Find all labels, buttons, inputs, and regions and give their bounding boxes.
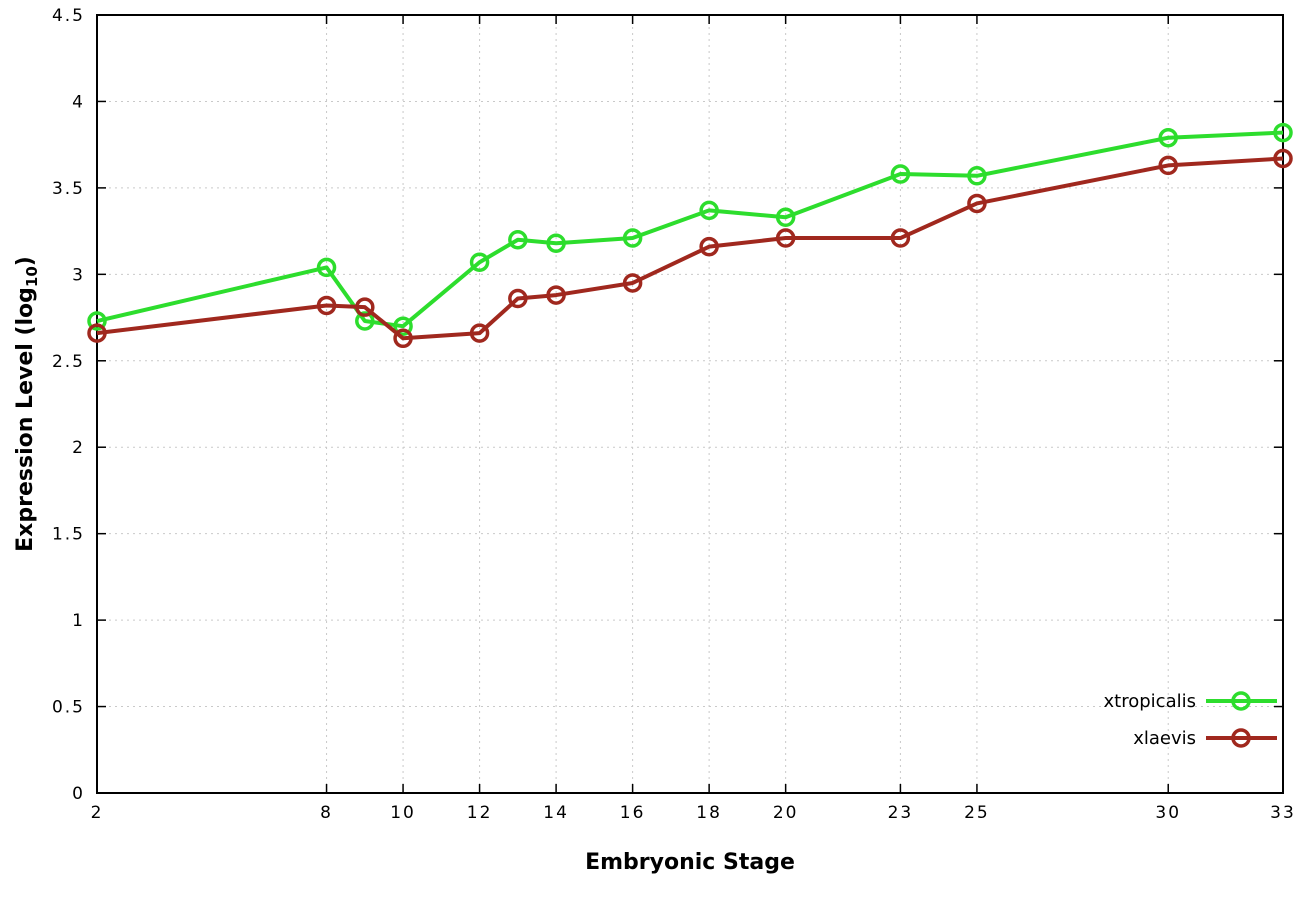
data-point-xtropicalis	[87, 311, 107, 331]
data-point-xtropicalis	[469, 252, 490, 272]
series-line-xtropicalis	[96, 130, 1284, 329]
data-point-xlaevis	[967, 193, 987, 214]
legend-label-xtropicalis: xtropicalis	[1104, 691, 1196, 712]
x-tick-label: 25	[964, 803, 990, 823]
data-point-xtropicalis	[622, 228, 643, 248]
x-tick-label: 8	[320, 803, 333, 823]
series-line-xlaevis	[96, 156, 1284, 341]
y-tick-label: 1.5	[52, 525, 85, 545]
data-point-xtropicalis	[967, 166, 987, 186]
data-point-xlaevis	[87, 323, 107, 343]
data-point-xlaevis	[1158, 155, 1178, 176]
data-point-xtropicalis	[699, 200, 719, 221]
data-point-xlaevis	[316, 295, 337, 316]
y-axis-title-end: )	[12, 256, 38, 267]
data-point-xtropicalis	[1158, 128, 1178, 148]
y-tick-label: 4	[72, 92, 85, 112]
y-tick-label: 2.5	[52, 352, 85, 372]
data-point-xtropicalis	[508, 230, 528, 250]
data-point-xlaevis	[546, 285, 566, 305]
legend-marker-xlaevis	[1231, 728, 1251, 748]
y-tick-label: 2	[72, 438, 85, 458]
y-axis-title: Expression Level (log10)	[13, 256, 41, 552]
data-point-xlaevis	[508, 288, 528, 309]
data-point-xlaevis	[890, 228, 911, 248]
x-tick-label: 18	[696, 803, 722, 823]
data-point-xtropicalis	[355, 311, 375, 331]
data-point-xtropicalis	[775, 207, 796, 228]
y-tick-label: 3	[72, 265, 85, 285]
x-tick-label: 14	[543, 803, 569, 823]
data-point-xtropicalis	[1273, 122, 1293, 143]
x-tick-label: 20	[773, 803, 799, 823]
x-tick-label: 12	[467, 803, 493, 823]
y-tick-label: 4.5	[52, 6, 85, 26]
data-point-xlaevis	[393, 328, 413, 349]
y-axis-title-subscript: 10	[23, 266, 42, 288]
x-tick-label: 33	[1270, 803, 1296, 823]
x-tick-label: 2	[91, 803, 104, 823]
data-point-xlaevis	[355, 297, 375, 317]
x-tick-label: 16	[620, 803, 646, 823]
x-tick-label: 23	[888, 803, 914, 823]
y-tick-label: 0	[72, 784, 85, 804]
x-axis-title: Embryonic Stage	[585, 850, 795, 875]
y-tick-label: 3.5	[52, 179, 85, 199]
legend-marker-xtropicalis	[1231, 691, 1251, 711]
y-axis-title-main: Expression Level (log	[12, 287, 38, 552]
plot-border	[96, 14, 1284, 794]
data-point-xtropicalis	[393, 316, 413, 336]
y-tick-label: 0.5	[52, 698, 85, 718]
data-point-xlaevis	[469, 323, 490, 343]
data-point-xlaevis	[1273, 148, 1293, 169]
legend-label-xlaevis: xlaevis	[1133, 728, 1196, 749]
x-tick-label: 10	[390, 803, 416, 823]
y-tick-label: 1	[72, 611, 85, 631]
data-point-xlaevis	[622, 273, 643, 293]
x-tick-label: 30	[1155, 803, 1181, 823]
data-point-xtropicalis	[316, 257, 337, 278]
data-point-xtropicalis	[546, 233, 566, 253]
data-point-xlaevis	[699, 236, 719, 257]
data-point-xtropicalis	[890, 164, 911, 184]
data-point-xlaevis	[775, 228, 796, 248]
